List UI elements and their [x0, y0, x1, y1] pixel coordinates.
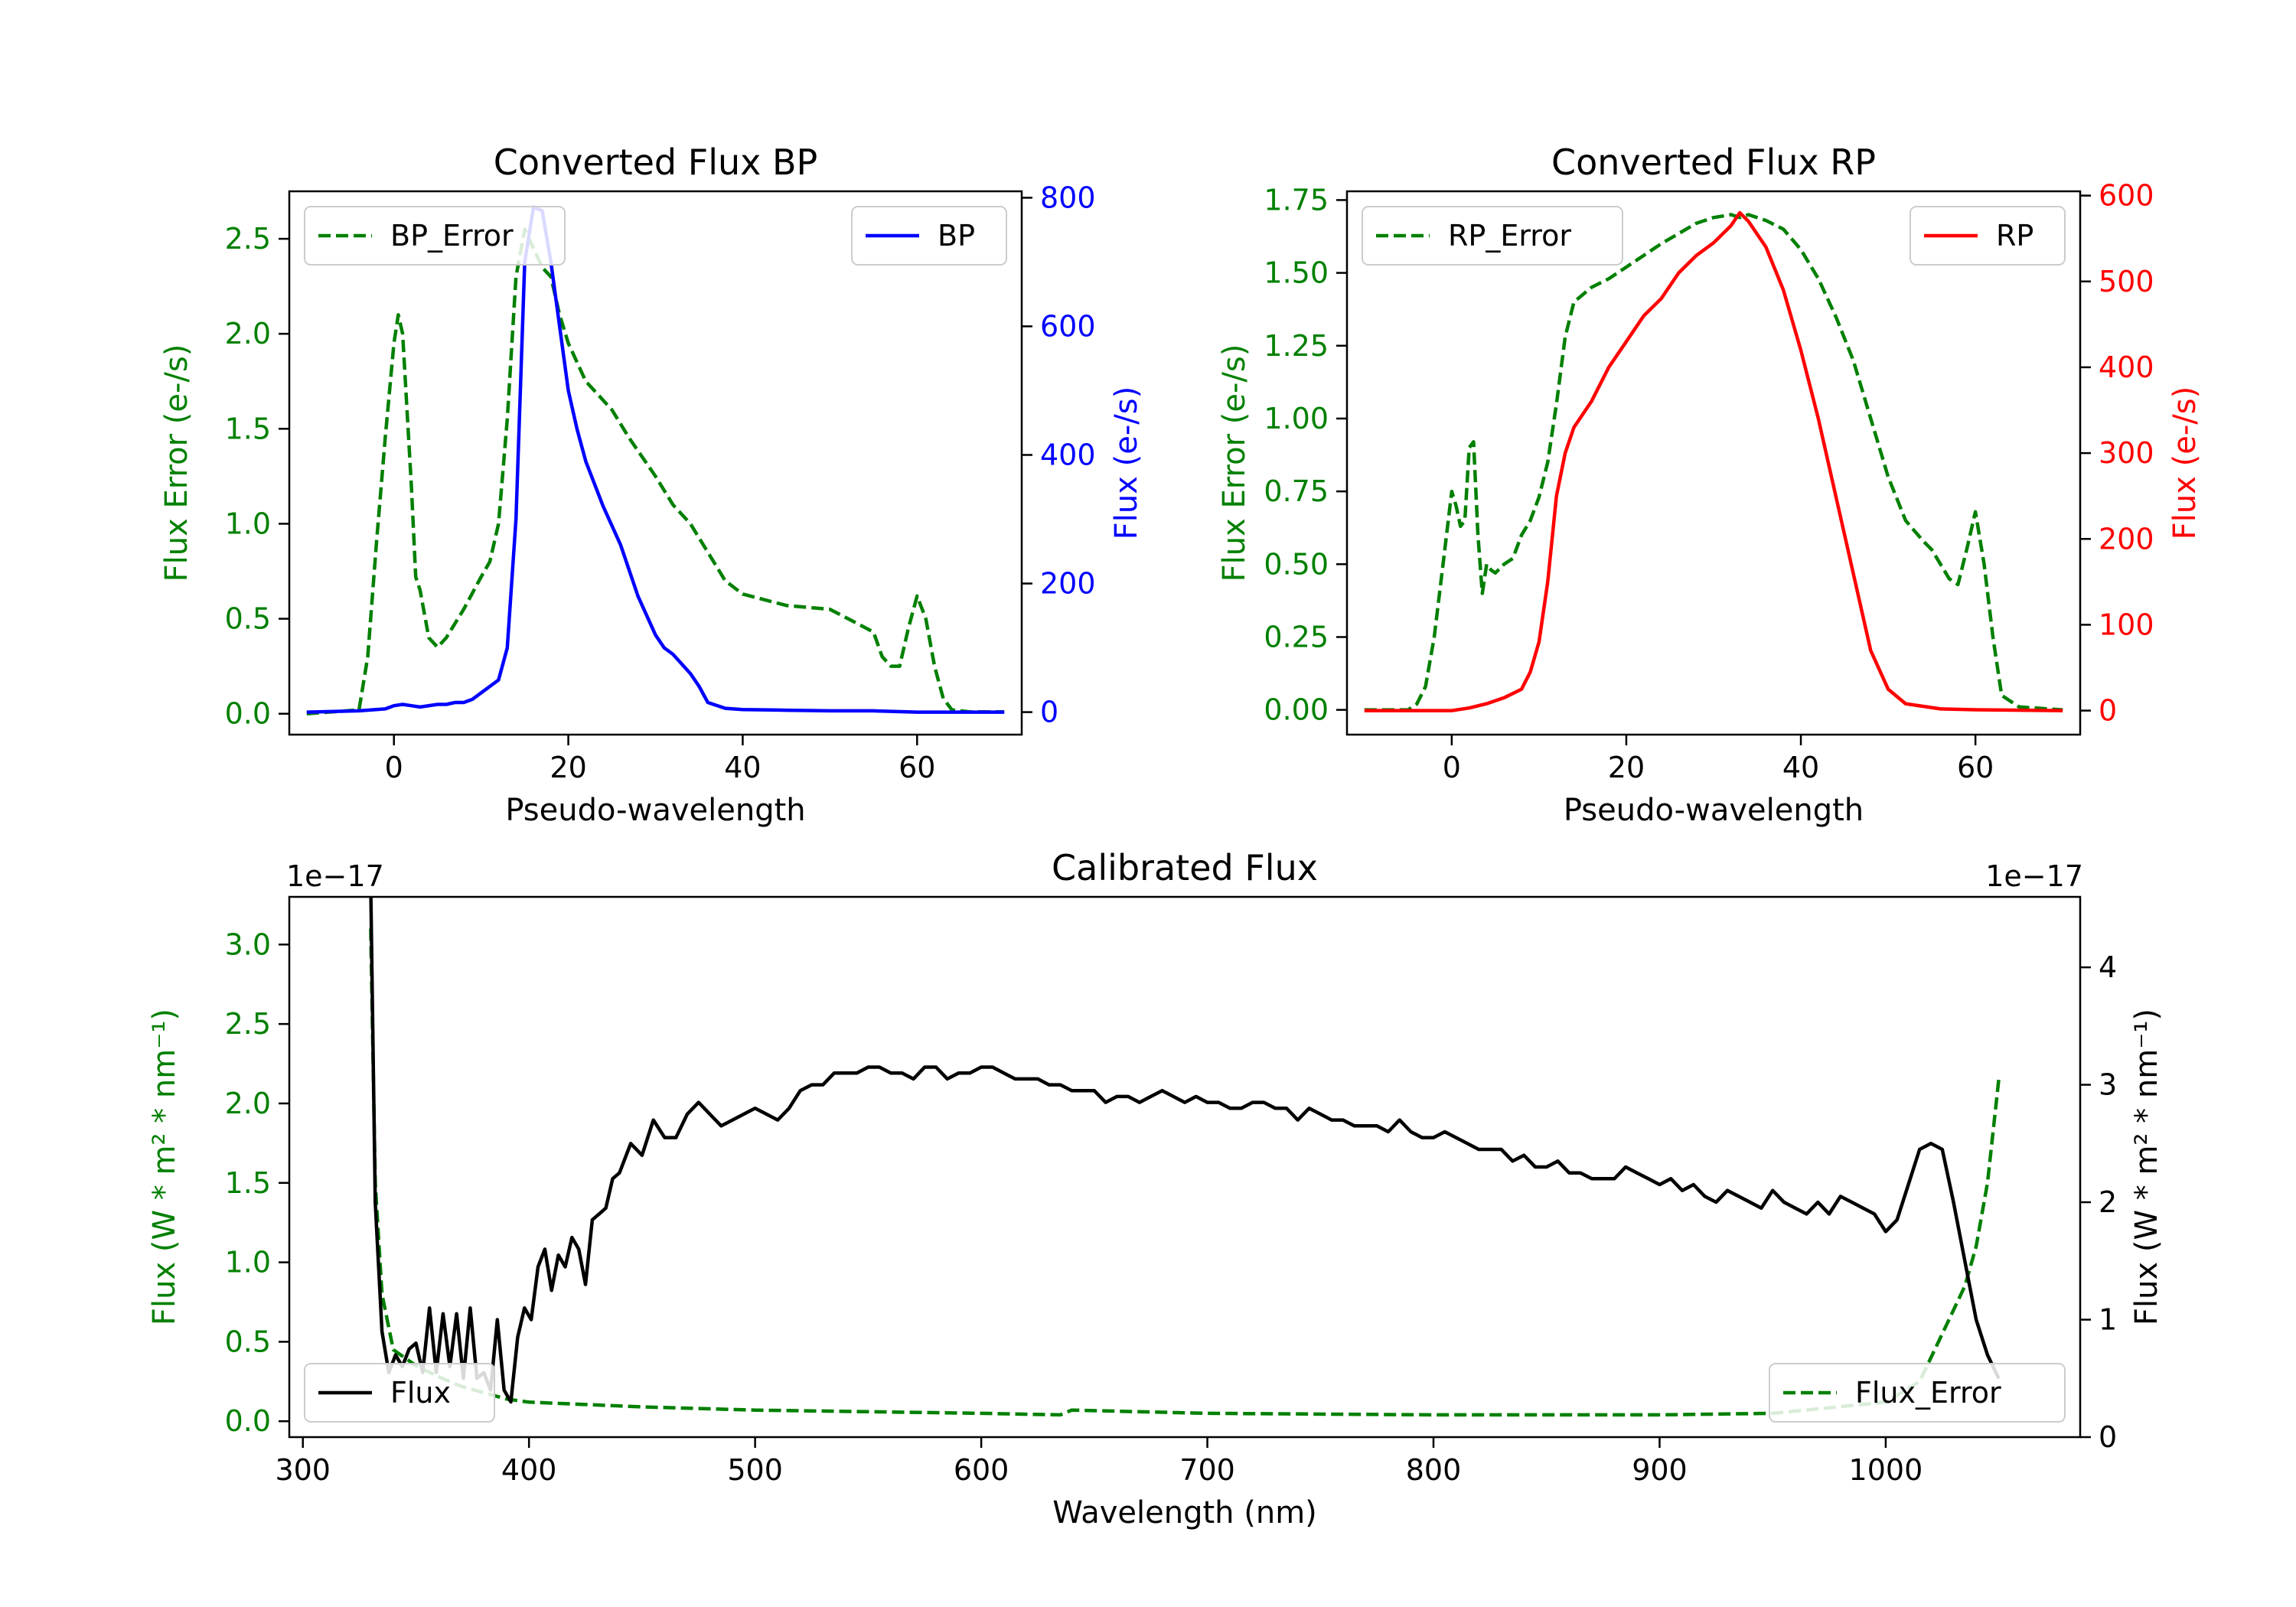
left-y-tick-label: 0.5: [225, 602, 271, 636]
legend-flux-error: Flux_Error: [1769, 1363, 2066, 1423]
legend-box: [304, 206, 566, 266]
x-tick-label: 60: [899, 751, 935, 784]
left-y-axis-label: Flux Error (e-/s): [1217, 344, 1252, 582]
right-y-tick-label: 100: [2099, 608, 2154, 641]
left-y-tick-label: 0.75: [1264, 474, 1329, 508]
left-y-tick-label: 3.0: [225, 927, 271, 961]
left-y-tick-label: 1.5: [225, 1166, 271, 1200]
series-line-bp-error: [306, 227, 1005, 715]
right-y-tick-label: 500: [2099, 265, 2154, 298]
x-axis-label: Wavelength (nm): [1052, 1495, 1317, 1530]
left-y-tick-label: 1.0: [225, 507, 271, 540]
left-y-tick-label: 2.5: [225, 1007, 271, 1041]
panel-calibrated-flux: Calibrated Flux 300 400 500 600 700 800 900 1000…: [147, 847, 2164, 1530]
left-y-tick-label: 1.25: [1264, 329, 1329, 363]
right-y-tick-label: 0: [1040, 696, 1058, 729]
left-y-tick-label: 0.00: [1264, 693, 1329, 727]
right-y-tick-label: 1: [2099, 1303, 2117, 1337]
x-tick-label: 40: [1782, 751, 1819, 784]
x-tick-label: 0: [1443, 751, 1461, 784]
x-axis-label: Pseudo-wavelength: [1564, 793, 1864, 828]
series-line-flux: [369, 897, 2001, 1404]
x-tick-label: 600: [954, 1453, 1009, 1487]
legend-box: [1910, 206, 2066, 266]
plot-frame: [288, 895, 2082, 1439]
right-y-tick-label: 0: [2099, 694, 2117, 728]
legend-flux: Flux: [304, 1363, 495, 1423]
left-y-tick-label: 1.0: [225, 1246, 271, 1279]
left-y-tick-label: 0.0: [225, 1404, 271, 1438]
left-y-tick-label: 1.00: [1264, 402, 1329, 435]
plot-frame: [288, 190, 1023, 736]
series-line-bp: [306, 205, 1005, 714]
right-y-tick-label: 3: [2099, 1068, 2117, 1102]
x-tick-label: 0: [385, 751, 403, 784]
right-y-tick-label: 0: [2099, 1420, 2117, 1454]
legend-label: RP_Error: [1448, 219, 1571, 253]
legend-label: BP_Error: [390, 219, 514, 253]
panel-converted-flux-bp: Converted Flux BP 0 20 40 60 Pseudo-wavelengt…: [159, 142, 1144, 828]
left-y-tick-label: 2.0: [225, 1087, 271, 1120]
panel-converted-flux-rp: Converted Flux RP 0 20 40 60 Pseudo-wavelengt…: [1217, 142, 2203, 828]
series-line-flux-error: [369, 928, 2001, 1417]
plot-frame: [1345, 190, 2082, 736]
chart-title: Converted Flux RP: [1551, 142, 1876, 183]
legend-rp-error: RP_Error: [1362, 206, 1623, 266]
legend-box: [1362, 206, 1623, 266]
legend-bp: BP: [851, 206, 1007, 266]
left-y-tick-label: 1.5: [225, 412, 271, 445]
right-y-tick-label: 400: [2099, 350, 2154, 384]
right-y-tick-label: 2: [2099, 1185, 2117, 1219]
legend-box: [304, 1363, 495, 1423]
right-y-tick-label: 600: [1040, 309, 1096, 343]
legend-label: Flux: [390, 1376, 451, 1410]
right-y-tick-label: 300: [2099, 436, 2154, 470]
left-y-tick-label: 1.50: [1264, 256, 1329, 290]
x-tick-label: 400: [501, 1453, 557, 1487]
left-y-tick-label: 0.25: [1264, 620, 1329, 654]
left-y-axis-label: Flux Error (e-/s): [159, 344, 194, 582]
right-y-tick-label: 200: [2099, 522, 2154, 556]
right-y-axis-label: Flux (W * m² * nm⁻¹): [2129, 1009, 2164, 1325]
x-tick-label: 300: [275, 1453, 331, 1487]
left-y-tick-label: 2.0: [225, 317, 271, 350]
x-tick-label: 1000: [1849, 1453, 1923, 1487]
legend-rp: RP: [1910, 206, 2066, 266]
x-axis-label: Pseudo-wavelength: [505, 793, 805, 828]
legend-label: BP: [938, 219, 975, 253]
left-offset-text: 1e−17: [286, 859, 384, 893]
left-y-tick-label: 0.5: [225, 1325, 271, 1358]
x-tick-label: 500: [727, 1453, 783, 1487]
x-tick-label: 900: [1632, 1453, 1688, 1487]
legend-label: Flux_Error: [1855, 1376, 2001, 1410]
right-y-tick-label: 800: [1040, 181, 1096, 214]
right-y-tick-label: 200: [1040, 567, 1096, 601]
chart-title: Calibrated Flux: [1052, 847, 1318, 888]
left-y-tick-label: 0.50: [1264, 547, 1329, 581]
x-tick-label: 20: [550, 751, 586, 784]
series-line-rp-error: [1364, 213, 2063, 712]
legend-box: [851, 206, 1007, 266]
left-y-tick-label: 2.5: [225, 222, 271, 256]
x-tick-label: 700: [1179, 1453, 1235, 1487]
right-y-axis-label: Flux (e-/s): [2167, 386, 2203, 539]
x-tick-label: 20: [1608, 751, 1645, 784]
right-offset-text: 1e−17: [1985, 859, 2083, 893]
x-tick-label: 60: [1957, 751, 1994, 784]
legend-label: RP: [1996, 219, 2033, 253]
right-y-tick-label: 400: [1040, 438, 1096, 471]
legend-box: [1769, 1363, 2066, 1423]
x-tick-label: 800: [1406, 1453, 1462, 1487]
left-y-tick-label: 0.0: [225, 697, 271, 731]
right-y-axis-label: Flux (e-/s): [1109, 386, 1144, 539]
legend-bp-error: BP_Error: [304, 206, 566, 266]
x-tick-label: 40: [724, 751, 761, 784]
series-line-rp: [1364, 210, 2063, 712]
right-y-tick-label: 600: [2099, 179, 2154, 213]
left-y-axis-label: Flux (W * m² * nm⁻¹): [147, 1009, 182, 1325]
chart-title: Converted Flux BP: [494, 142, 818, 183]
right-y-tick-label: 4: [2099, 950, 2117, 984]
left-y-tick-label: 1.75: [1264, 183, 1329, 217]
